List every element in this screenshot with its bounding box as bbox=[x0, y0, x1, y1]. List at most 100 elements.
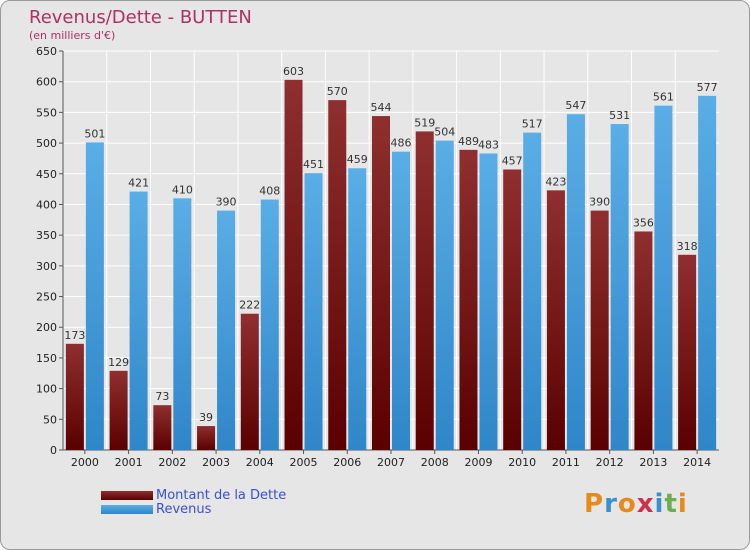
chart-subtitle: (en milliers d'€) bbox=[29, 29, 116, 42]
bar-revenue bbox=[304, 173, 323, 450]
y-tick-label: 550 bbox=[36, 106, 57, 119]
data-label-revenue: 561 bbox=[653, 91, 674, 104]
data-label-debt: 390 bbox=[589, 196, 610, 209]
chart-title: Revenus/Dette - BUTTEN bbox=[29, 7, 252, 28]
y-tick-label: 450 bbox=[36, 168, 57, 181]
bar-revenue bbox=[566, 114, 585, 451]
logo-letter: i bbox=[654, 489, 665, 519]
data-label-debt: 544 bbox=[371, 101, 392, 114]
data-label-debt: 318 bbox=[677, 240, 698, 253]
bar-revenue bbox=[173, 198, 192, 450]
y-tick-label: 0 bbox=[50, 444, 57, 457]
bar-debt bbox=[240, 313, 259, 450]
bar-debt bbox=[415, 131, 434, 450]
data-label-revenue: 459 bbox=[347, 153, 368, 166]
logo-letter: r bbox=[604, 489, 618, 519]
data-label-revenue: 577 bbox=[697, 81, 718, 94]
proxiti-logo: Proxiti bbox=[584, 489, 688, 519]
bar-debt bbox=[546, 190, 565, 450]
data-labels: 173 501 129 421 73 410 39 390 222 408 603 451 570 459… bbox=[64, 65, 717, 424]
bars bbox=[65, 79, 717, 451]
bar-revenue bbox=[523, 132, 542, 450]
data-label-debt: 457 bbox=[502, 154, 523, 167]
data-label-revenue: 486 bbox=[391, 137, 412, 150]
bar-revenue bbox=[435, 140, 454, 451]
data-label-revenue: 451 bbox=[303, 158, 324, 171]
x-tick-label: 2006 bbox=[333, 456, 361, 469]
bar-revenue bbox=[610, 124, 629, 450]
x-tick-label: 2003 bbox=[202, 456, 230, 469]
data-label-revenue: 421 bbox=[128, 177, 149, 190]
data-label-revenue: 390 bbox=[216, 196, 237, 209]
data-label-debt: 356 bbox=[633, 216, 654, 229]
plot-area bbox=[63, 51, 719, 450]
data-label-debt: 489 bbox=[458, 135, 479, 148]
bar-debt bbox=[503, 169, 522, 451]
data-label-debt: 73 bbox=[155, 390, 169, 403]
y-tick-label: 50 bbox=[43, 413, 57, 426]
logo-letter: i bbox=[677, 489, 688, 519]
y-tick-label: 100 bbox=[36, 383, 57, 396]
x-tick-label: 2009 bbox=[464, 456, 492, 469]
bar-debt bbox=[590, 210, 609, 450]
x-tick-label: 2005 bbox=[290, 456, 318, 469]
bar-revenue bbox=[85, 142, 104, 450]
data-label-revenue: 547 bbox=[565, 99, 586, 112]
bar-revenue bbox=[129, 191, 148, 450]
bar-revenue bbox=[392, 151, 410, 450]
y-tick-label: 400 bbox=[36, 198, 57, 211]
axes: 0 50 100 150 200 250 300 350 400 450 500 550 600 650 2… bbox=[36, 45, 719, 469]
x-tick-label: 2010 bbox=[508, 456, 536, 469]
legend-swatch-revenue bbox=[101, 504, 153, 514]
legend-label-revenue: Revenus bbox=[156, 501, 212, 517]
data-label-revenue: 501 bbox=[84, 127, 105, 140]
data-label-debt: 570 bbox=[327, 85, 348, 98]
x-tick-label: 2008 bbox=[421, 456, 449, 469]
y-tick-label: 300 bbox=[36, 260, 57, 273]
bar-debt bbox=[153, 405, 172, 450]
y-tick-label: 200 bbox=[36, 321, 57, 334]
data-label-revenue: 483 bbox=[478, 139, 499, 152]
legend-item-revenue: Revenus bbox=[101, 501, 212, 517]
data-label-debt: 423 bbox=[545, 175, 566, 188]
x-tick-label: 2012 bbox=[596, 456, 624, 469]
data-label-debt: 129 bbox=[108, 356, 129, 369]
data-label-debt: 519 bbox=[414, 116, 435, 129]
x-tick-label: 2000 bbox=[71, 456, 99, 469]
data-label-revenue: 517 bbox=[522, 118, 543, 131]
y-tick-label: 350 bbox=[36, 229, 57, 242]
legend-label-debt: Montant de la Dette bbox=[156, 487, 287, 503]
legend-item-debt: Montant de la Dette bbox=[101, 487, 287, 503]
bar-revenue bbox=[698, 95, 717, 451]
y-tick-label: 650 bbox=[36, 45, 57, 58]
bar-revenue bbox=[217, 210, 236, 450]
bar-debt bbox=[328, 100, 347, 450]
data-label-revenue: 504 bbox=[434, 126, 455, 139]
y-tick-label: 600 bbox=[36, 76, 57, 89]
y-tick-label: 150 bbox=[36, 352, 57, 365]
bar-debt bbox=[284, 79, 303, 450]
logo-letter: P bbox=[584, 489, 605, 519]
x-tick-label: 2001 bbox=[115, 456, 143, 469]
bar-revenue bbox=[479, 153, 498, 450]
x-tick-label: 2004 bbox=[246, 456, 274, 469]
bar-debt bbox=[459, 149, 478, 450]
data-label-revenue: 410 bbox=[172, 183, 193, 196]
bar-revenue bbox=[654, 105, 673, 450]
logo-letter: x bbox=[636, 489, 655, 519]
data-label-debt: 173 bbox=[64, 329, 85, 342]
x-tick-label: 2002 bbox=[158, 456, 186, 469]
data-label-revenue: 531 bbox=[609, 109, 630, 122]
y-tick-label: 250 bbox=[36, 291, 57, 304]
bar-debt bbox=[372, 116, 390, 451]
legend-swatch-debt bbox=[101, 490, 153, 500]
bar-debt bbox=[109, 370, 128, 450]
x-tick-label: 2014 bbox=[683, 456, 711, 469]
bar-debt bbox=[634, 231, 653, 450]
y-tick-label: 500 bbox=[36, 137, 57, 150]
data-label-debt: 603 bbox=[283, 65, 304, 78]
bar-debt bbox=[65, 343, 84, 450]
x-tick-label: 2011 bbox=[552, 456, 580, 469]
